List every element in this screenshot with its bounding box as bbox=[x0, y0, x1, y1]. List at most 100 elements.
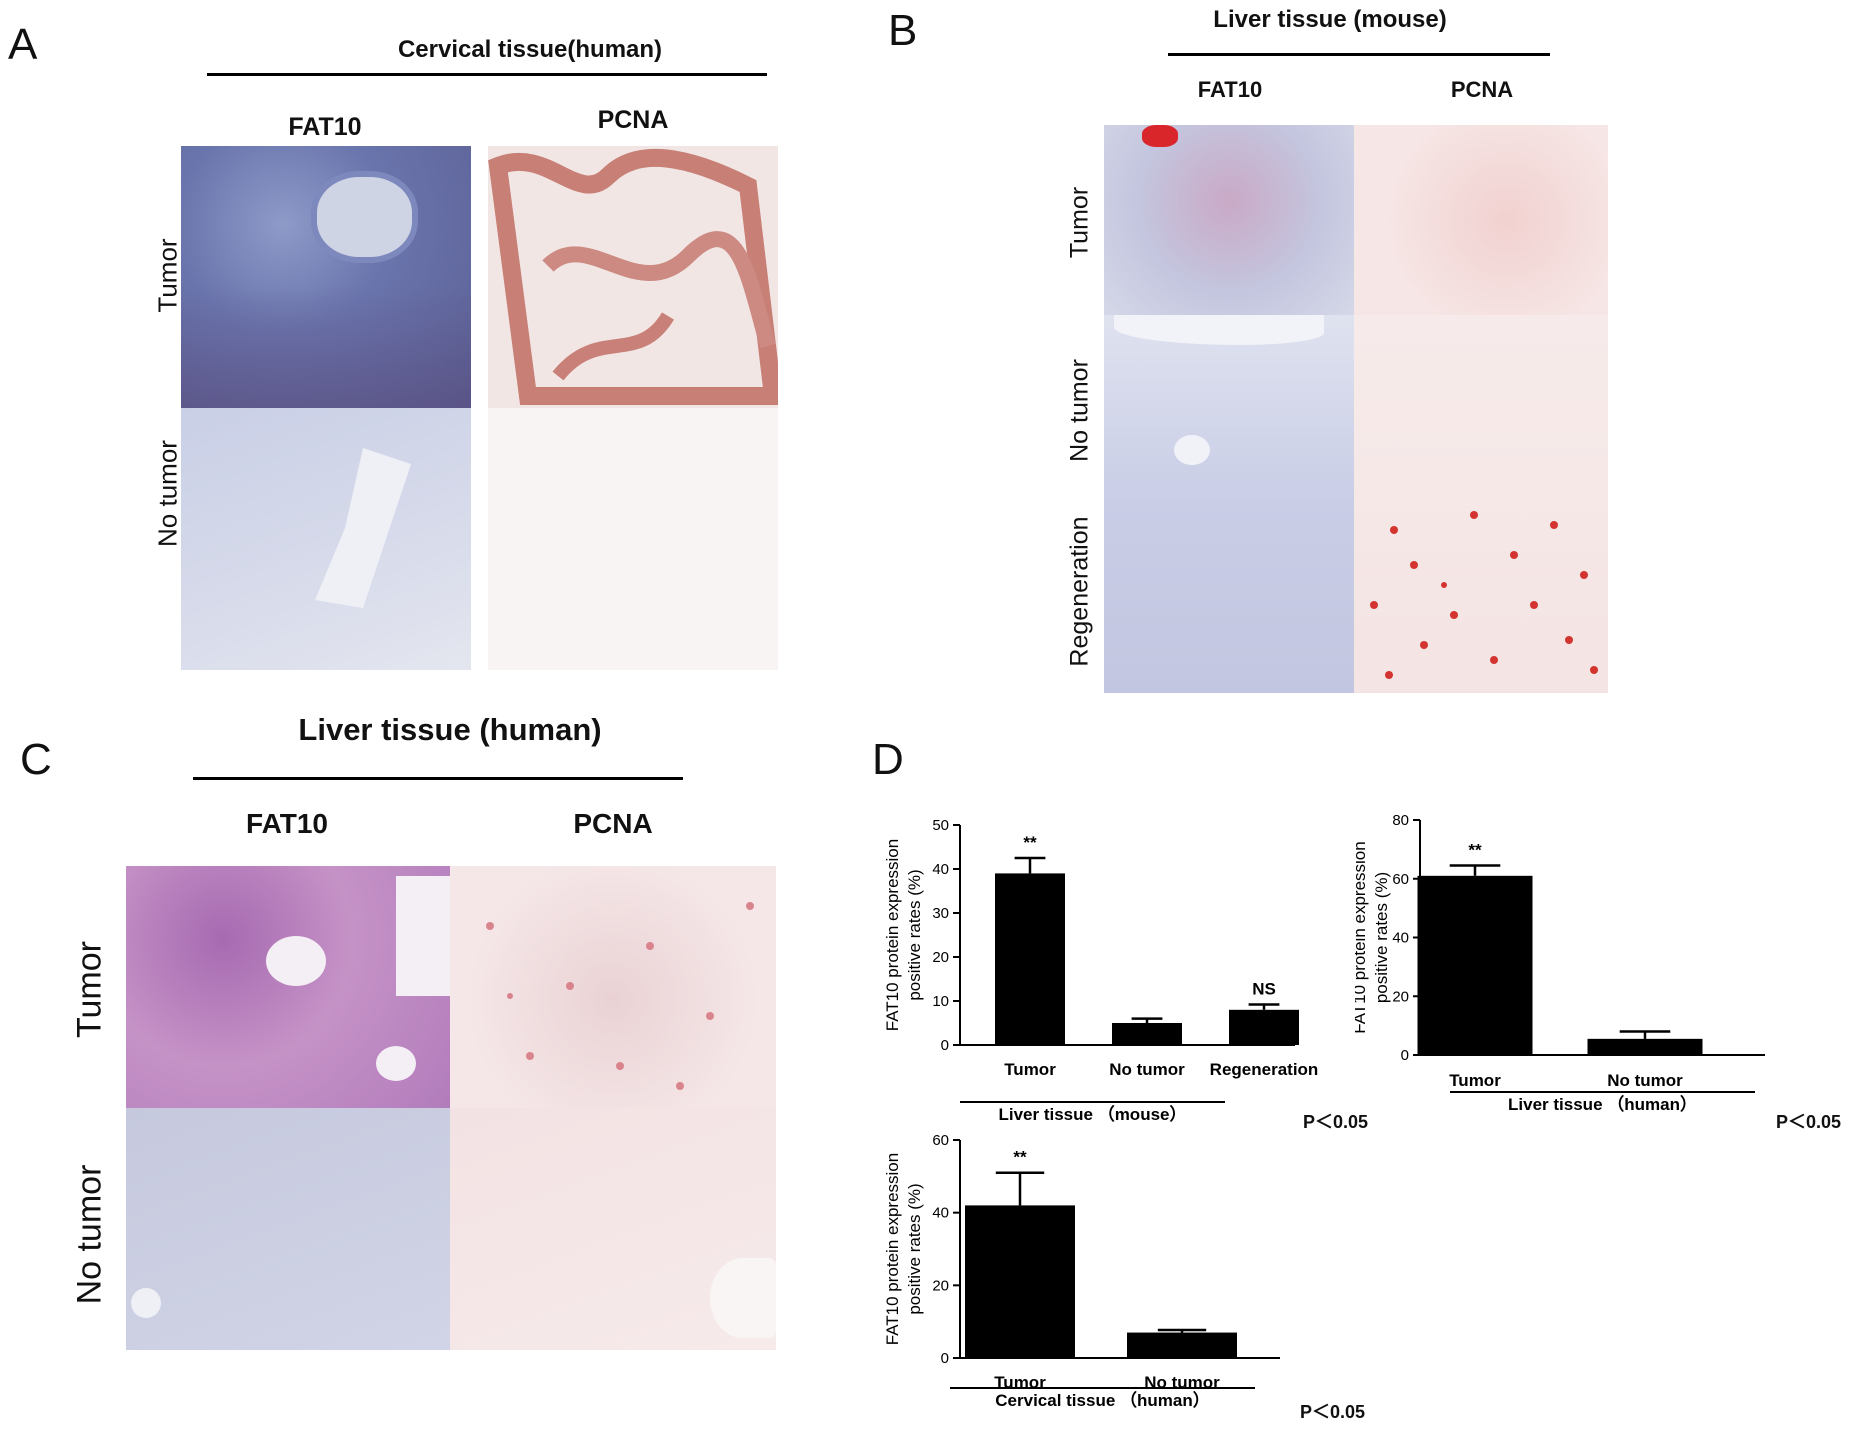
chart-d2-xlabels: Tumor No tumor bbox=[1449, 1071, 1683, 1090]
chart-d3-cervical: FAT10 protein expression positive rates (… bbox=[883, 1132, 1280, 1410]
chart-d1-bar bbox=[1229, 1009, 1299, 1045]
chart-d2-x-label: Tumor bbox=[1449, 1071, 1501, 1090]
chart-d3-pvalue: P＜0.05 bbox=[1300, 1402, 1366, 1422]
chart-d3-x-label: Tumor bbox=[994, 1373, 1046, 1392]
chart-d3-y-tick-label: 40 bbox=[932, 1205, 949, 1222]
chart-d1-x-label: Regeneration bbox=[1210, 1060, 1319, 1079]
chart-d1-significance-label: ** bbox=[1023, 833, 1037, 852]
micrograph-a-fat10-tumor bbox=[181, 146, 471, 408]
chart-d1-group: Liver tissue （mouse） bbox=[960, 1101, 1225, 1124]
chart-d3-ylabel-line: positive rates (%) bbox=[905, 1183, 924, 1314]
chart-d2-ylabel-line: FAT10 protein expression bbox=[1355, 841, 1369, 1033]
chart-d1-y-tick-label: 50 bbox=[932, 817, 949, 834]
chart-d1-ylabel-line: positive rates (%) bbox=[905, 869, 924, 1000]
chart-d1-bar bbox=[1112, 1023, 1182, 1045]
chart-d1-bars: ** NS bbox=[995, 833, 1299, 1045]
micrograph-pcna-positive-nuclei bbox=[1370, 511, 1598, 679]
chart-d3-y-tick-label: 20 bbox=[932, 1277, 949, 1294]
panel-c-title: Liver tissue (human) bbox=[298, 712, 602, 747]
chart-d3-bar bbox=[965, 1205, 1075, 1358]
panel-b-letter: B bbox=[888, 6, 918, 55]
micrograph-lumen bbox=[131, 1288, 161, 1318]
chart-d2-bars: ** bbox=[1417, 841, 1703, 1055]
chart-d1-mouse-liver: FAT10 protein expression positive rates (… bbox=[883, 817, 1318, 1124]
chart-d1-ylabel: FAT10 protein expression positive rates (… bbox=[883, 839, 924, 1031]
chart-d2-ylabel-line: positive rates (%) bbox=[1372, 872, 1391, 1003]
micrograph-shading bbox=[181, 286, 471, 408]
chart-d1-significance-label: NS bbox=[1252, 980, 1276, 999]
chart-d2-ylabel: FAT10 protein expression positive rates (… bbox=[1355, 841, 1391, 1033]
chart-d1-y-tick-label: 20 bbox=[932, 949, 949, 966]
micrograph-b-pcna-tumor bbox=[1354, 125, 1608, 315]
chart-d2-pvalue: P＜0.05 bbox=[1776, 1112, 1842, 1132]
chart-d2-bar bbox=[1417, 875, 1533, 1055]
micrograph-vessel-small bbox=[1174, 435, 1210, 465]
chart-d3-xlabels: Tumor No tumor bbox=[994, 1373, 1220, 1392]
chart-d3-bar bbox=[1127, 1332, 1237, 1358]
chart-d3-group-label: Cervical tissue （human） bbox=[995, 1390, 1209, 1410]
chart-d1-y-tick-label: 30 bbox=[932, 905, 949, 922]
micrograph-c-pcna-tumor bbox=[450, 866, 776, 1108]
chart-d3-group: Cervical tissue （human） bbox=[950, 1387, 1255, 1410]
chart-d3-y-tick-label: 0 bbox=[941, 1350, 949, 1367]
micrograph-lumen bbox=[376, 1046, 416, 1081]
chart-d2-x-label: No tumor bbox=[1607, 1071, 1683, 1090]
chart-d1-ylabel-line: FAT10 protein expression bbox=[883, 839, 902, 1031]
micrograph-lumen bbox=[710, 1258, 776, 1338]
micrograph-epithelium bbox=[488, 148, 778, 405]
chart-d3-x-label: No tumor bbox=[1144, 1373, 1220, 1392]
chart-d2-y-tick-label: 80 bbox=[1392, 812, 1409, 829]
chart-d2-human-liver: FAT10 protein expression positive rates (… bbox=[1355, 812, 1765, 1114]
chart-d1-xlabels: Tumor No tumor Regeneration bbox=[1004, 1060, 1318, 1079]
panel-c-letter: C bbox=[20, 735, 52, 784]
micrograph-b-fat10-no-tumor-regeneration bbox=[1104, 315, 1354, 693]
panel-b-title: Liver tissue (mouse) bbox=[1213, 6, 1447, 33]
micrograph-red-spot bbox=[1142, 125, 1178, 147]
chart-d2-group: Liver tissue （human） bbox=[1450, 1091, 1755, 1114]
panel-d-letter: D bbox=[872, 735, 904, 784]
panel-a-row-tumor: Tumor bbox=[152, 238, 183, 313]
panel-b-title-rule bbox=[1168, 53, 1550, 56]
micrograph-a-fat10-no-tumor bbox=[181, 408, 471, 670]
panel-b-row-no-tumor: No tumor bbox=[1065, 359, 1094, 462]
panel-a-col-fat10: FAT10 bbox=[288, 113, 362, 141]
chart-d2-y-tick-label: 20 bbox=[1392, 988, 1409, 1005]
panel-b-row-regeneration: Regeneration bbox=[1065, 516, 1094, 667]
micrograph-vessel bbox=[1114, 315, 1324, 345]
chart-d1-bar bbox=[995, 873, 1065, 1045]
chart-d2-y-tick-label: 40 bbox=[1392, 930, 1409, 947]
panel-c-col-pcna: PCNA bbox=[573, 808, 653, 839]
chart-d3-significance-label: ** bbox=[1013, 1148, 1027, 1167]
chart-d2-group-label: Liver tissue （human） bbox=[1508, 1094, 1697, 1114]
micrograph-lumen bbox=[315, 448, 411, 608]
micrograph-a-pcna-no-tumor bbox=[488, 408, 778, 670]
micrograph-lumen bbox=[266, 936, 326, 986]
chart-d1-x-label: Tumor bbox=[1004, 1060, 1056, 1079]
chart-d3-ylabel: FAT10 protein expression positive rates (… bbox=[883, 1153, 924, 1345]
micrograph-b-pcna-no-tumor-regeneration bbox=[1354, 315, 1608, 693]
panel-a-title: Cervical tissue(human) bbox=[397, 36, 663, 63]
micrograph-c-fat10-tumor bbox=[126, 866, 450, 1108]
micrograph-b-fat10-tumor bbox=[1104, 125, 1354, 315]
micrograph-lumen bbox=[396, 876, 450, 996]
chart-d1-y-tick-label: 10 bbox=[932, 993, 949, 1010]
chart-d1-pvalue: P＜0.05 bbox=[1303, 1112, 1369, 1132]
panel-a-title-rule bbox=[207, 73, 767, 76]
micrograph-c-pcna-no-tumor bbox=[450, 1108, 776, 1350]
panel-a-row-no-tumor: No tumor bbox=[152, 440, 183, 547]
chart-d1-group-label: Liver tissue （mouse） bbox=[998, 1104, 1186, 1124]
panel-a-letter: A bbox=[8, 20, 38, 69]
panel-c-row-no-tumor: No tumor bbox=[70, 1164, 109, 1305]
panel-b-col-fat10: FAT10 bbox=[1197, 77, 1263, 102]
panel-b-row-tumor: Tumor bbox=[1065, 186, 1094, 259]
micrograph-pcna-positive-nuclei bbox=[486, 902, 754, 1090]
chart-d1-x-label: No tumor bbox=[1109, 1060, 1185, 1079]
micrograph-c-fat10-no-tumor bbox=[126, 1108, 450, 1350]
panel-c-row-tumor: Tumor bbox=[70, 941, 109, 1038]
chart-d3-bars: ** bbox=[965, 1148, 1237, 1358]
panel-b-col-pcna: PCNA bbox=[1450, 77, 1514, 102]
micrograph-a-pcna-tumor bbox=[488, 146, 778, 408]
panel-c-col-fat10: FAT10 bbox=[246, 808, 328, 839]
panel-c-title-rule bbox=[193, 777, 683, 780]
chart-d2-significance-label: ** bbox=[1468, 841, 1482, 860]
